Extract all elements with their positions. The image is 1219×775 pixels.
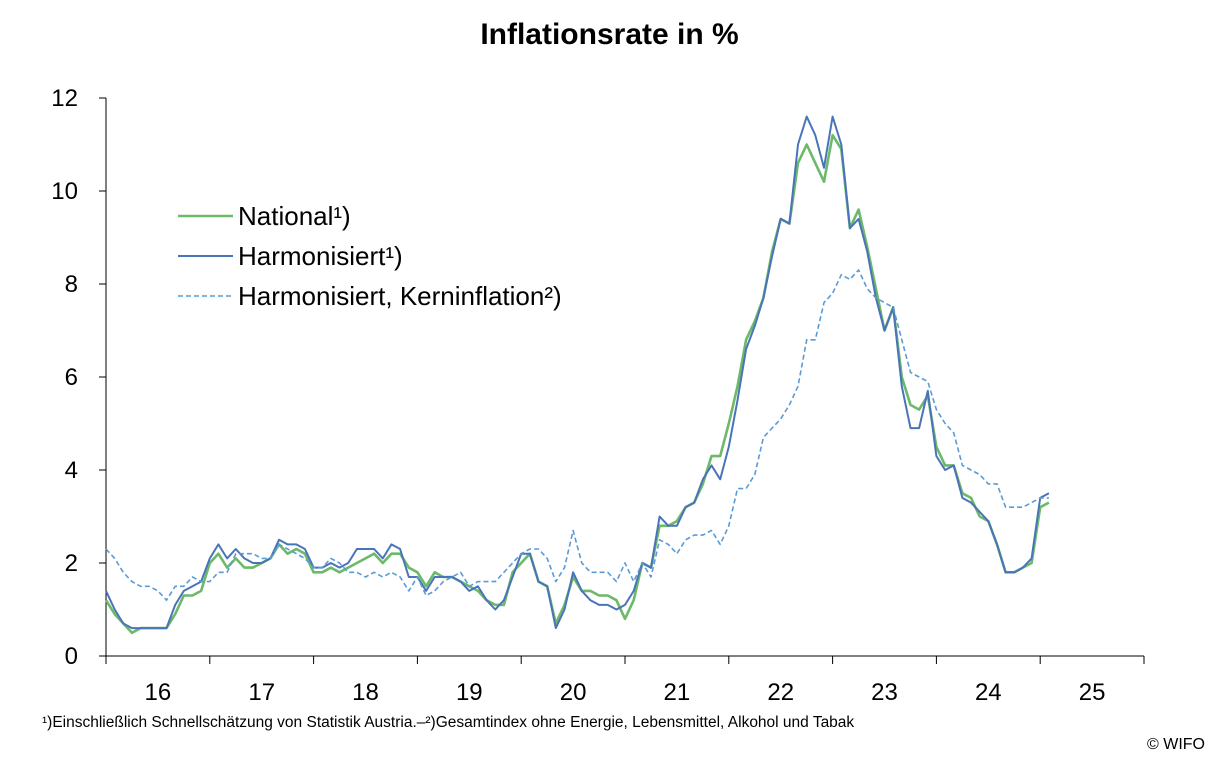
series-layer xyxy=(104,115,1050,635)
y-tick-label: 4 xyxy=(65,457,78,484)
x-tick-label: 24 xyxy=(975,679,1002,706)
x-tick-label: 18 xyxy=(352,679,379,706)
x-tick-label: 20 xyxy=(560,679,587,706)
chart-title: Inflationsrate in % xyxy=(480,18,739,51)
y-tick-label: 8 xyxy=(65,271,78,298)
x-tick-label: 17 xyxy=(248,679,275,706)
y-tick-label: 0 xyxy=(65,643,78,670)
copyright-notice: © WIFO xyxy=(1147,736,1205,753)
chart-footnote: ¹)Einschließlich Schnellschätzung von St… xyxy=(42,714,855,731)
x-tick-label: 25 xyxy=(1079,679,1106,706)
legend-label-2: Harmonisiert¹) xyxy=(238,241,403,271)
chart-legend: National¹) Harmonisiert¹) Harmonisiert, Ke… xyxy=(178,201,562,311)
y-tick-label: 12 xyxy=(51,85,78,112)
x-tick-label: 23 xyxy=(871,679,898,706)
x-tick-label: 19 xyxy=(456,679,483,706)
y-tick-label: 10 xyxy=(51,178,78,205)
y-tick-label: 2 xyxy=(65,550,78,577)
x-tick-label: 16 xyxy=(145,679,172,706)
x-tick-label: 21 xyxy=(664,679,691,706)
series-line-2 xyxy=(105,115,1050,630)
legend-label-3: Harmonisiert, Kerninflation²) xyxy=(238,281,562,311)
series-line-3 xyxy=(105,269,1049,602)
y-tick-label: 6 xyxy=(65,364,78,391)
legend-label-1: National¹) xyxy=(238,201,351,231)
x-tick-label: 22 xyxy=(767,679,794,706)
